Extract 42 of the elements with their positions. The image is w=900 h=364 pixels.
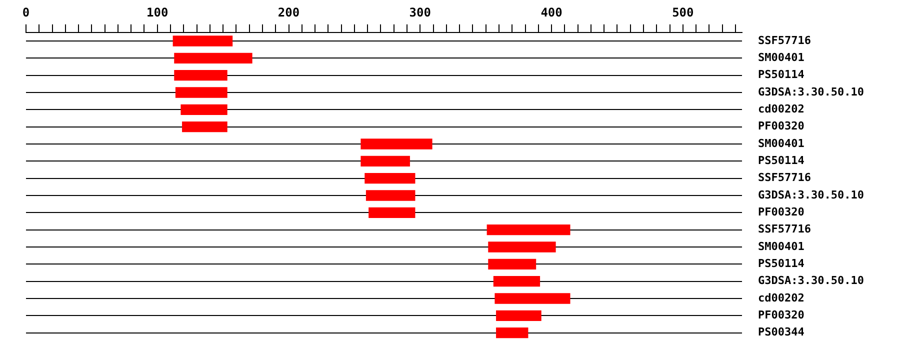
bar [182,121,228,132]
y-tick-label: SSF57716 [758,34,812,47]
bar [368,207,416,218]
bar [486,224,570,236]
bar [364,172,416,184]
y-tick-label: SSF57716 [758,222,812,236]
x-tick-label: 300 [409,5,431,20]
bar [488,258,536,270]
bar [496,327,528,338]
x-tick-label: 400 [540,5,562,20]
bar [366,190,416,201]
bar [493,276,540,287]
y-tick-label: PF00320 [758,308,804,322]
y-tick-label: PF00320 [758,206,804,219]
bar [175,87,228,98]
y-tick-label: cd00202 [758,102,804,116]
y-tick-label: PF00320 [758,120,804,133]
y-tick-label: G3DSA:3.30.50.10 [758,188,864,202]
bar [174,70,228,81]
bar [360,138,432,150]
y-tick-label: G3DSA:3.30.50.10 [758,274,864,288]
bar [488,242,556,252]
bar [494,293,570,304]
y-tick-label: cd00202 [758,291,804,304]
y-tick-label: SM00401 [758,51,805,64]
bar [180,104,228,115]
bar [172,36,233,46]
x-tick-label: 500 [672,5,694,20]
x-tick-label: 200 [278,5,300,20]
y-tick-label: PS50114 [758,154,805,168]
y-tick-label: PS50114 [758,257,805,270]
y-tick-label: PS50114 [758,68,805,82]
bar [360,156,410,166]
y-tick-label: SSF57716 [758,171,812,184]
bar [496,310,542,321]
x-tick-label: 0 [22,5,30,20]
y-tick-label: G3DSA:3.30.50.10 [758,85,864,98]
bar [174,52,252,64]
y-tick-label: PS00344 [758,326,805,339]
x-tick-label: 100 [146,5,168,20]
y-tick-label: SM00401 [758,136,805,150]
y-tick-label: SM00401 [758,240,805,253]
